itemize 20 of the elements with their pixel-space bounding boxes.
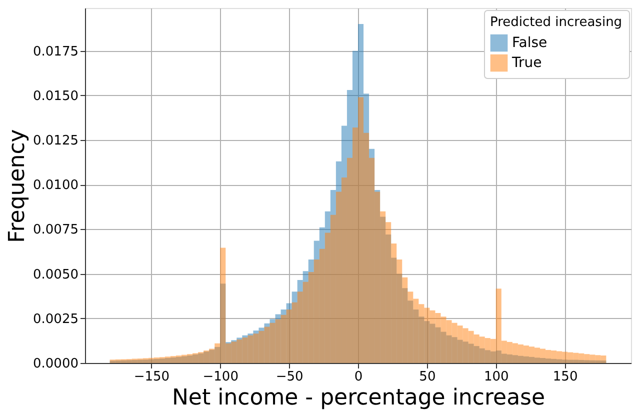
y-tick-label: 0.0075 (33, 222, 78, 238)
y-axis-title: Frequency (5, 129, 30, 243)
y-tick-label: 0.0000 (33, 356, 78, 372)
y-tick-label: 0.0175 (33, 44, 78, 60)
x-tick-label: 50 (419, 370, 436, 384)
legend-label: False (512, 35, 548, 51)
legend-title: Predicted increasing (490, 15, 622, 30)
x-tick-label: 100 (484, 370, 509, 384)
y-tick-label: 0.0150 (33, 88, 78, 104)
y-tick-label: 0.0100 (33, 178, 78, 194)
x-tick-label: 0 (354, 370, 363, 384)
x-axis-title: Net income - percentage increase (172, 386, 546, 410)
x-tick-label: −100 (202, 370, 238, 384)
y-tick-label: 0.0050 (33, 267, 78, 282)
x-tick-label: −50 (276, 370, 304, 384)
y-tick-label: 0.0125 (33, 134, 78, 149)
x-tick-label: −150 (134, 370, 170, 384)
legend-label: True (511, 55, 542, 71)
y-tick-label: 0.0025 (33, 312, 78, 327)
x-tick-label: 150 (552, 370, 578, 384)
